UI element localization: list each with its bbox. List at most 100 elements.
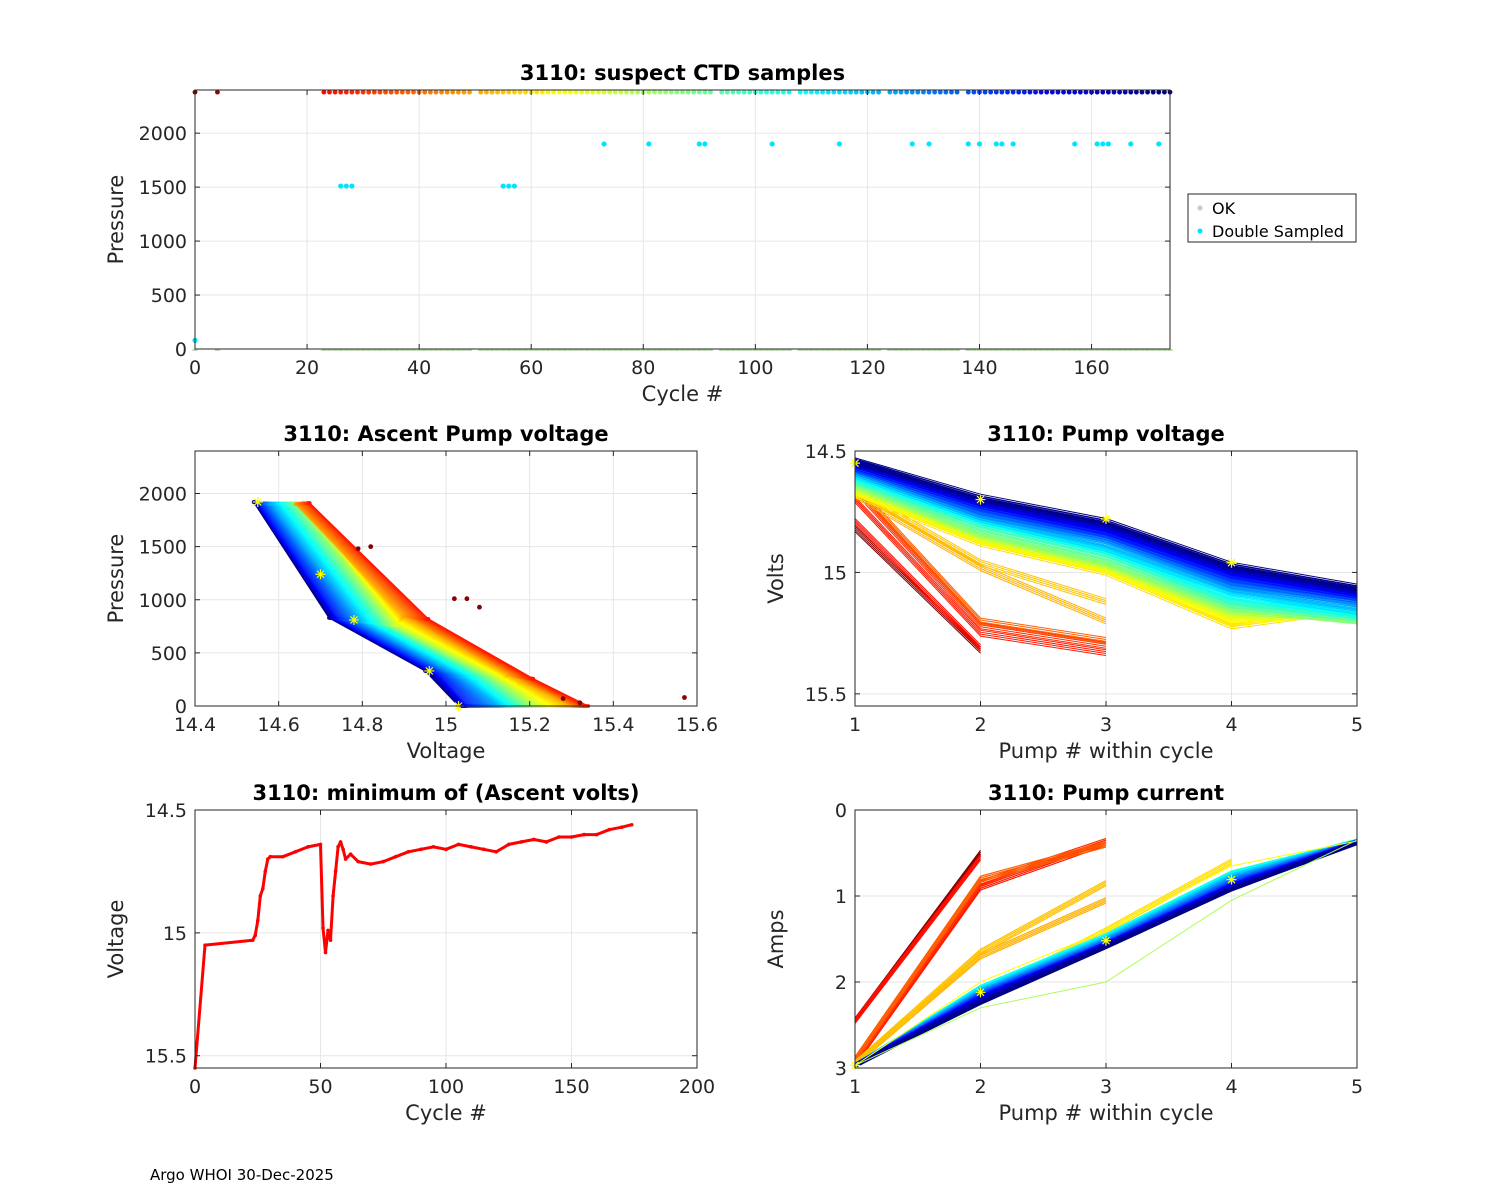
x-axis-label: Pump # within cycle xyxy=(999,1101,1214,1125)
cycle-marker xyxy=(657,89,663,95)
pump-voltage-line xyxy=(854,497,1358,630)
min-voltage-point xyxy=(321,926,325,930)
sample-column xyxy=(915,349,921,351)
star-marker xyxy=(252,497,263,507)
sample-column xyxy=(478,349,484,351)
sample-column xyxy=(702,349,708,351)
cycle-marker xyxy=(999,89,1005,95)
cycle-marker xyxy=(943,89,949,95)
min-voltage-point xyxy=(469,845,473,849)
pump-voltage-line xyxy=(854,491,1107,619)
pump-voltage-line xyxy=(854,484,1358,622)
y-tick-label: 1 xyxy=(835,886,847,908)
sample-column xyxy=(909,349,915,351)
sample-column xyxy=(780,349,786,351)
cycle-marker xyxy=(747,89,753,95)
sample-column xyxy=(1100,349,1106,351)
outlier-point xyxy=(577,700,583,706)
sample-column xyxy=(752,349,758,351)
pump-current-line xyxy=(854,842,1107,1059)
min-voltage-point xyxy=(265,857,270,861)
sample-column xyxy=(831,349,837,351)
min-voltage-point xyxy=(569,835,574,839)
cycle-marker xyxy=(545,89,551,95)
sample-column xyxy=(982,349,988,351)
cycle-marker xyxy=(349,89,355,95)
double-sampled-point xyxy=(511,183,517,189)
pump-current-line xyxy=(854,839,1358,1066)
sample-column xyxy=(618,349,624,351)
min-voltage-point xyxy=(582,832,586,837)
cycle-marker xyxy=(1111,89,1117,95)
sample-column xyxy=(797,349,803,351)
sample-column xyxy=(887,349,893,351)
x-tick-label: 20 xyxy=(295,357,319,379)
y-tick-label: 500 xyxy=(151,285,187,307)
pump-current-line xyxy=(854,838,1358,1064)
sample-column xyxy=(948,349,955,351)
cycle-marker xyxy=(836,89,842,95)
chart-title: 3110: minimum of (Ascent volts) xyxy=(252,781,639,805)
cycle-marker xyxy=(506,89,512,95)
sample-column xyxy=(366,349,372,351)
pump-voltage-line xyxy=(854,464,1358,594)
cycle-marker xyxy=(383,89,388,95)
sample-column xyxy=(719,349,725,351)
pump-voltage-line xyxy=(854,485,1358,623)
sample-column xyxy=(1016,349,1022,351)
min-voltage-point xyxy=(343,857,348,861)
min-voltage-line xyxy=(193,823,633,1069)
pump-current-line xyxy=(854,841,1107,1058)
double-sampled-point xyxy=(976,141,983,147)
sample-column xyxy=(399,349,405,351)
x-tick-label: 1 xyxy=(849,714,861,736)
cycle-marker xyxy=(1066,89,1072,95)
sample-column xyxy=(859,349,865,351)
cycle-marker xyxy=(455,89,461,95)
pump-voltage-line xyxy=(854,487,1107,644)
cycle-marker xyxy=(893,89,898,95)
star-marker xyxy=(1226,874,1237,885)
cycle-marker xyxy=(724,89,730,95)
double-sampled-point xyxy=(601,141,607,147)
cycle-marker xyxy=(478,89,484,95)
sample-column xyxy=(943,349,949,351)
ascent-profile-line xyxy=(309,502,589,707)
x-tick-label: 14.6 xyxy=(258,714,300,736)
y-tick-label: 2 xyxy=(835,972,847,994)
x-tick-label: 160 xyxy=(1073,357,1109,379)
cycle-marker xyxy=(1083,89,1089,95)
double-sampled-point xyxy=(909,141,915,147)
cycle-marker xyxy=(511,89,517,95)
sample-column xyxy=(590,349,596,351)
sample-column xyxy=(573,349,579,351)
y-tick-label: 14.5 xyxy=(145,800,187,822)
cycle-marker xyxy=(635,89,641,95)
sample-column xyxy=(1066,349,1072,351)
sample-column xyxy=(663,349,669,351)
sample-column xyxy=(747,349,753,351)
sample-column xyxy=(1072,349,1078,351)
sample-column xyxy=(321,349,327,351)
pump-current-line xyxy=(854,902,1107,1067)
cycle-marker xyxy=(1105,89,1111,95)
cycle-marker xyxy=(764,89,769,95)
sample-column xyxy=(674,349,680,351)
minimum-ascent-volts-plot: 0 50 100 150 200 14.5 15 15.5 3110: minimum of (… xyxy=(104,781,715,1125)
cycle-marker xyxy=(820,89,825,95)
cycle-marker xyxy=(926,89,932,95)
cycle-marker xyxy=(848,89,854,95)
sample-column xyxy=(679,349,686,351)
y-axis-label: Pressure xyxy=(104,534,128,624)
cycle-marker xyxy=(1094,89,1100,95)
sample-column xyxy=(511,349,517,351)
pump-voltage-line xyxy=(854,522,981,650)
cycle-marker xyxy=(517,89,523,95)
cycle-marker xyxy=(1100,89,1106,95)
sample-column xyxy=(696,349,702,351)
pump-voltage-line xyxy=(854,492,1107,649)
double-sampled-point xyxy=(343,183,349,189)
pump-current-line xyxy=(854,844,1107,1067)
min-voltage-point xyxy=(348,852,353,857)
cycle-marker xyxy=(388,89,394,95)
